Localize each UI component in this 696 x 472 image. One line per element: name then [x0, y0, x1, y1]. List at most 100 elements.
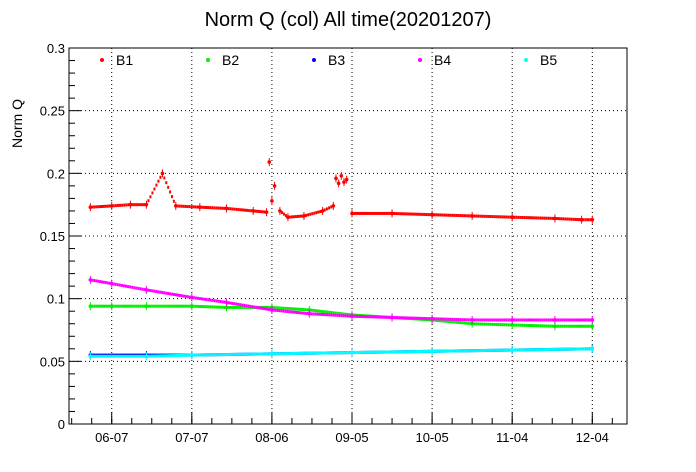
data-point: [489, 318, 492, 322]
data-point: [590, 318, 595, 322]
data-point: [101, 280, 104, 284]
data-point: [523, 216, 526, 220]
data-point: [355, 314, 358, 318]
data-point: [513, 318, 516, 322]
data-point: [93, 279, 96, 283]
data-point: [300, 311, 303, 315]
data-point: [547, 318, 550, 322]
y-tick-label: 0.3: [47, 41, 65, 56]
data-point: [561, 324, 564, 328]
data-point: [547, 324, 550, 328]
data-point: [485, 318, 488, 322]
data-point: [493, 318, 496, 322]
data-point: [379, 211, 382, 215]
data-point: [114, 204, 117, 208]
data-point: [509, 348, 512, 352]
data-point: [477, 318, 480, 322]
data-point: [479, 214, 482, 218]
data-point: [475, 349, 478, 353]
data-point: [314, 309, 317, 313]
data-point: [296, 214, 299, 218]
data-point: [278, 352, 281, 356]
data-point: [133, 286, 136, 290]
data-point: [563, 324, 566, 328]
data-point: [143, 354, 146, 358]
data-point: [149, 289, 152, 293]
data-point: [316, 309, 319, 313]
data-point: [411, 350, 414, 354]
data-point: [223, 300, 226, 304]
data-point: [129, 285, 132, 289]
data-point: [457, 349, 460, 353]
data-point: [369, 211, 372, 215]
data-point: [587, 318, 590, 322]
data-point: [205, 305, 208, 309]
data-point: [461, 318, 464, 322]
data-point: [517, 323, 520, 327]
data-point: [169, 354, 172, 358]
data-point: [334, 311, 337, 315]
data-point: [393, 212, 396, 216]
data-point: [231, 305, 234, 309]
data-point: [411, 316, 414, 320]
data-point: [324, 310, 327, 314]
data-point: [381, 350, 384, 354]
data-point: [529, 324, 532, 328]
data-point: [481, 214, 484, 218]
data-point: [241, 305, 244, 309]
data-point: [439, 319, 442, 323]
data-point: [120, 304, 123, 308]
data-point: [463, 321, 466, 325]
data-point: [99, 354, 102, 358]
data-point: [334, 313, 337, 317]
data-point: [207, 298, 210, 302]
data-point: [131, 354, 134, 358]
legend-label-b3: B3: [328, 52, 345, 68]
data-point: [367, 211, 370, 215]
data-point: [429, 349, 432, 353]
data-point: [344, 177, 349, 182]
data-point: [477, 322, 480, 326]
data-point: [573, 324, 576, 328]
data-point: [125, 304, 128, 308]
data-point: [367, 350, 370, 354]
data-point: [131, 285, 134, 289]
data-point: [312, 351, 315, 355]
data-point: [263, 210, 266, 214]
data-point: [503, 318, 506, 322]
data-point: [169, 292, 172, 296]
data-point: [547, 347, 550, 351]
data-point: [565, 324, 568, 328]
data-point: [527, 348, 530, 352]
data-point: [97, 279, 100, 283]
data-point: [433, 317, 436, 321]
data-point: [194, 205, 197, 209]
data-point: [495, 215, 498, 219]
data-point: [178, 353, 181, 357]
data-point: [575, 318, 578, 322]
data-point: [182, 304, 185, 308]
data-point: [338, 313, 341, 317]
data-point: [567, 347, 570, 351]
data-point: [353, 211, 356, 215]
data-point: [178, 293, 181, 297]
data-point: [371, 350, 374, 354]
data-point: [471, 349, 474, 353]
series-b1: [88, 158, 595, 224]
data-point: [239, 303, 242, 307]
data-point: [157, 179, 160, 183]
data-point: [375, 211, 378, 215]
data-point: [564, 217, 567, 221]
data-point: [330, 311, 333, 315]
data-point: [336, 313, 339, 317]
data-point: [439, 349, 442, 353]
data-point: [95, 354, 98, 358]
data-point: [510, 348, 514, 352]
data-point: [310, 308, 313, 312]
data-point: [332, 351, 335, 355]
x-tick-label: 06-07: [95, 430, 128, 445]
data-point: [537, 318, 540, 322]
legend-marker-b2: [206, 58, 210, 62]
data-point: [266, 307, 269, 311]
data-point: [481, 322, 484, 326]
